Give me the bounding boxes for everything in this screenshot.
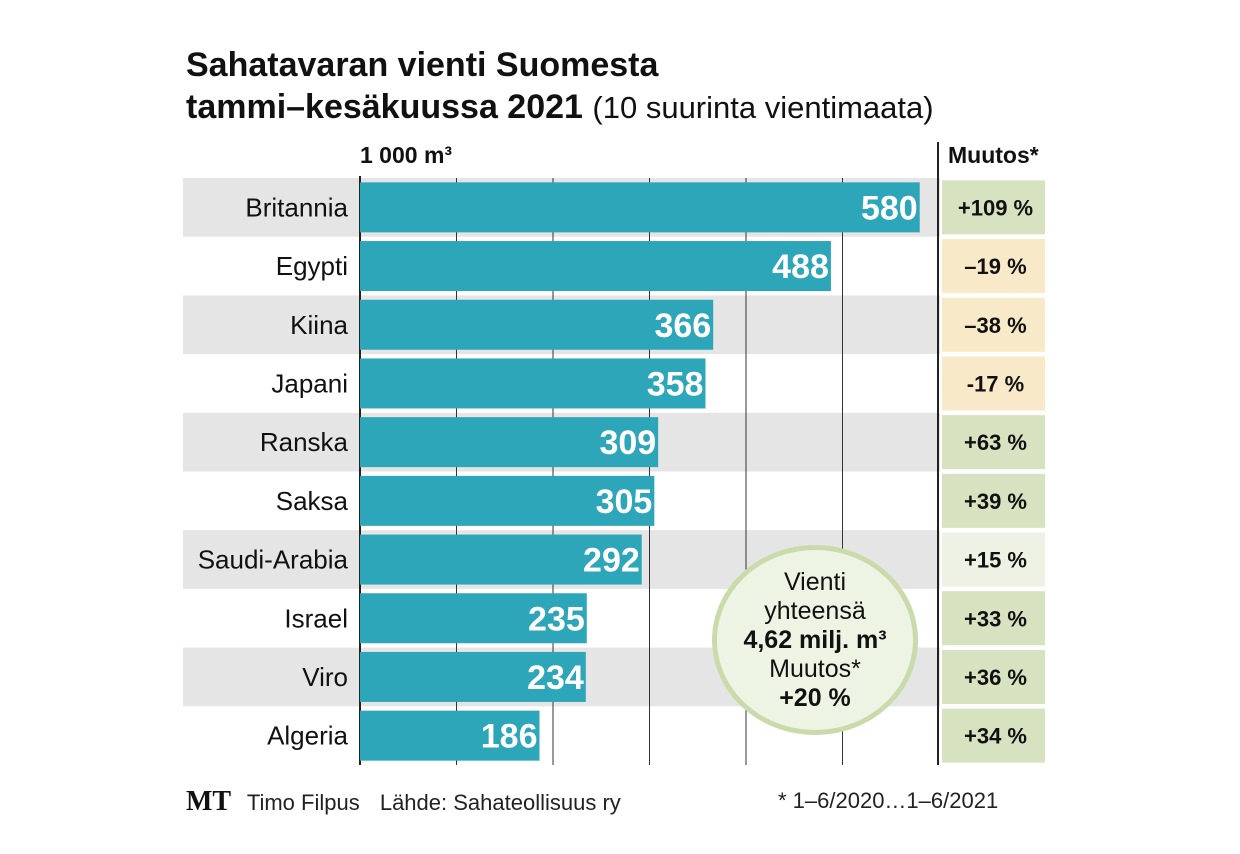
change-value-label: –19 % [964,254,1026,279]
category-label: Saksa [276,486,349,516]
bar-value-label: 186 [481,718,538,756]
bar-value-label: 305 [596,483,653,521]
author: Timo Filpus [246,790,360,815]
change-cell [942,415,1045,470]
total-line-2: yhteensä [764,596,866,625]
total-summary-circle: Vienti yhteensä 4,62 milj. m³ Muutos* +2… [712,545,918,735]
total-line-1: Vienti [783,567,847,596]
bar [360,358,706,409]
change-value-label: +36 % [964,665,1027,690]
bar [360,534,642,585]
category-label: Ranska [260,427,349,457]
change-cell [942,532,1045,587]
bar [360,417,659,468]
change-cell [942,297,1045,352]
category-label: Britannia [245,192,348,222]
change-value-label: +63 % [964,430,1027,455]
category-label: Israel [284,603,348,633]
change-cell [942,649,1045,704]
source: Lähde: Sahateollisuus ry [379,790,621,815]
bar [360,475,655,526]
change-cell [942,239,1045,294]
change-value-label: +33 % [964,606,1027,631]
bar [360,182,920,233]
bar-value-label: 580 [861,189,918,227]
total-change-value: +20 % [779,683,851,712]
change-value-label: -17 % [967,371,1024,396]
bar [360,299,714,350]
category-label: Viro [302,662,348,692]
category-label: Algeria [267,721,348,751]
title-line-1: Sahatavaran vienti Suomesta [186,46,659,84]
bar-value-label: 358 [647,365,704,403]
bar [360,241,831,292]
change-value-label: +15 % [964,548,1027,573]
bar-value-label: 309 [599,424,656,462]
footnote: * 1–6/2020…1–6/2021 [778,788,999,813]
bar [360,651,586,702]
change-value-label: –38 % [964,313,1026,338]
bar-value-label: 488 [772,248,829,286]
bar [360,593,587,644]
mt-logo: MT [186,786,232,817]
category-label: Egypti [276,251,348,281]
category-label: Saudi-Arabia [198,545,349,575]
change-header: Muutos* [948,142,1039,168]
change-cell [942,708,1045,763]
change-value-label: +39 % [964,489,1027,514]
bar-value-label: 292 [583,542,640,580]
title-line-2: tammi–kesäkuussa 2021 [186,88,583,126]
total-change-label: Muutos* [769,654,861,683]
total-value: 4,62 milj. m³ [743,625,887,654]
unit-label: 1 000 m³ [360,142,453,168]
bar-value-label: 235 [528,600,585,638]
change-value-label: +34 % [964,724,1027,749]
category-label: Kiina [290,310,348,340]
footer-credits: MT Timo Filpus Lähde: Sahateollisuus ry [186,786,621,818]
bar-value-label: 366 [654,307,711,345]
bar-value-label: 234 [527,659,584,697]
change-cell [942,356,1045,411]
title-subtitle: (10 suurinta vientimaata) [592,90,934,125]
change-cell [942,473,1045,528]
change-cell [942,180,1045,235]
change-cell [942,591,1045,646]
category-label: Japani [271,368,348,398]
change-value-label: +109 % [958,195,1033,220]
chart-title: Sahatavaran vienti Suomesta tammi–kesäku… [186,44,934,129]
bar [360,710,540,761]
